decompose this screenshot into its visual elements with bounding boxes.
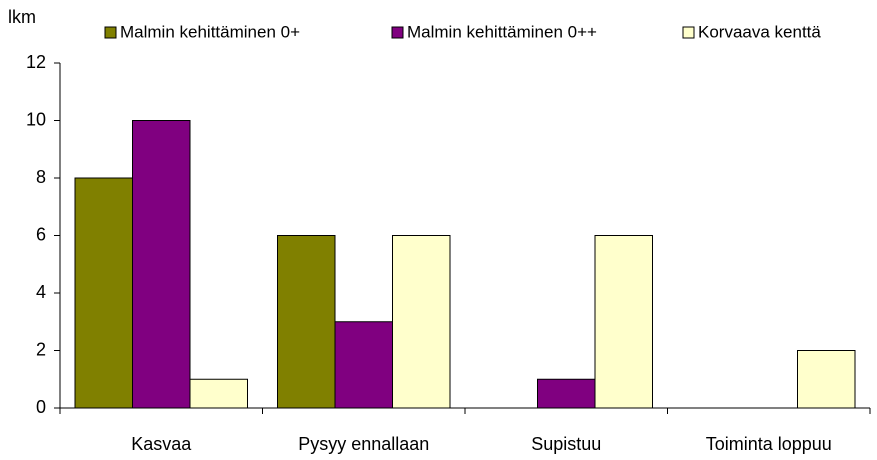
bar: [277, 235, 336, 409]
y-axis-label: lkm: [8, 7, 36, 27]
x-tick-label: Pysyy ennallaan: [298, 434, 429, 454]
x-tick-label: Toiminta loppuu: [706, 434, 832, 454]
y-tick-label: 10: [26, 109, 46, 129]
y-tick-label: 6: [36, 224, 46, 244]
y-tick-label: 12: [26, 52, 46, 72]
bar: [797, 350, 856, 409]
x-tick-label: Supistuu: [531, 434, 601, 454]
y-tick-label: 2: [36, 339, 46, 359]
y-tick-label: 0: [36, 397, 46, 417]
legend-label: Korvaava kenttä: [698, 22, 821, 41]
bar: [189, 378, 248, 409]
y-tick-label: 8: [36, 167, 46, 187]
y-tick-label: 4: [36, 282, 46, 302]
x-tick-label: Kasvaa: [131, 434, 192, 454]
bar: [74, 177, 133, 409]
bar: [334, 321, 393, 409]
legend-swatch: [682, 26, 695, 39]
legend-swatch: [391, 26, 404, 39]
bar: [537, 378, 596, 409]
bar: [132, 120, 191, 409]
legend-swatch: [104, 26, 117, 39]
legend-label: Malmin kehittäminen 0+: [120, 22, 300, 41]
bar: [594, 235, 653, 409]
bar: [392, 235, 451, 409]
legend-label: Malmin kehittäminen 0++: [407, 22, 597, 41]
